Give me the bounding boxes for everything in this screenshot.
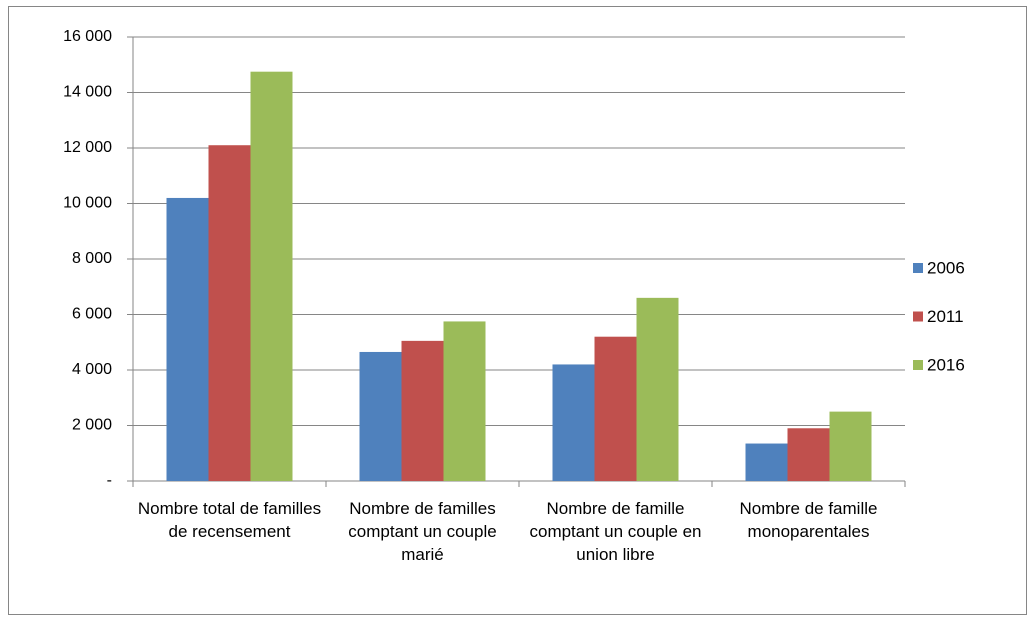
bar — [359, 351, 402, 481]
y-tick-label: 6 000 — [72, 306, 112, 323]
bar — [787, 428, 830, 481]
bar — [443, 321, 486, 481]
y-tick-label: 4 000 — [72, 361, 112, 378]
y-tick-label: 2 000 — [72, 417, 112, 434]
y-tick-label: 12 000 — [63, 139, 112, 156]
legend-swatch — [913, 311, 923, 322]
legend-swatch — [913, 263, 923, 273]
x-tick-label: Nombre total de familles de recensement — [137, 499, 322, 541]
y-tick-label: 10 000 — [63, 195, 112, 212]
bar — [636, 297, 679, 481]
bar — [594, 336, 637, 481]
x-tick-label: Nombre de famille monoparentales — [739, 499, 878, 541]
y-tick-label: - — [107, 472, 112, 489]
y-tick-label: 16 000 — [63, 28, 112, 45]
x-tick-label: Nombre de famille comptant un couple en … — [529, 499, 702, 564]
bar — [745, 443, 788, 481]
bar — [250, 71, 293, 481]
y-tick-label: 14 000 — [63, 84, 112, 101]
legend-swatch — [913, 360, 923, 370]
y-tick-label: 8 000 — [72, 250, 112, 267]
bar — [166, 197, 209, 481]
legend-label: 2016 — [927, 355, 965, 374]
bar — [208, 145, 251, 481]
legend-label: 2006 — [927, 258, 965, 277]
legend-label: 2011 — [927, 307, 964, 326]
bar — [401, 340, 444, 481]
x-tick-label: Nombre de familles comptant un couple ma… — [348, 499, 497, 564]
bar — [829, 411, 872, 481]
bar — [552, 364, 595, 481]
